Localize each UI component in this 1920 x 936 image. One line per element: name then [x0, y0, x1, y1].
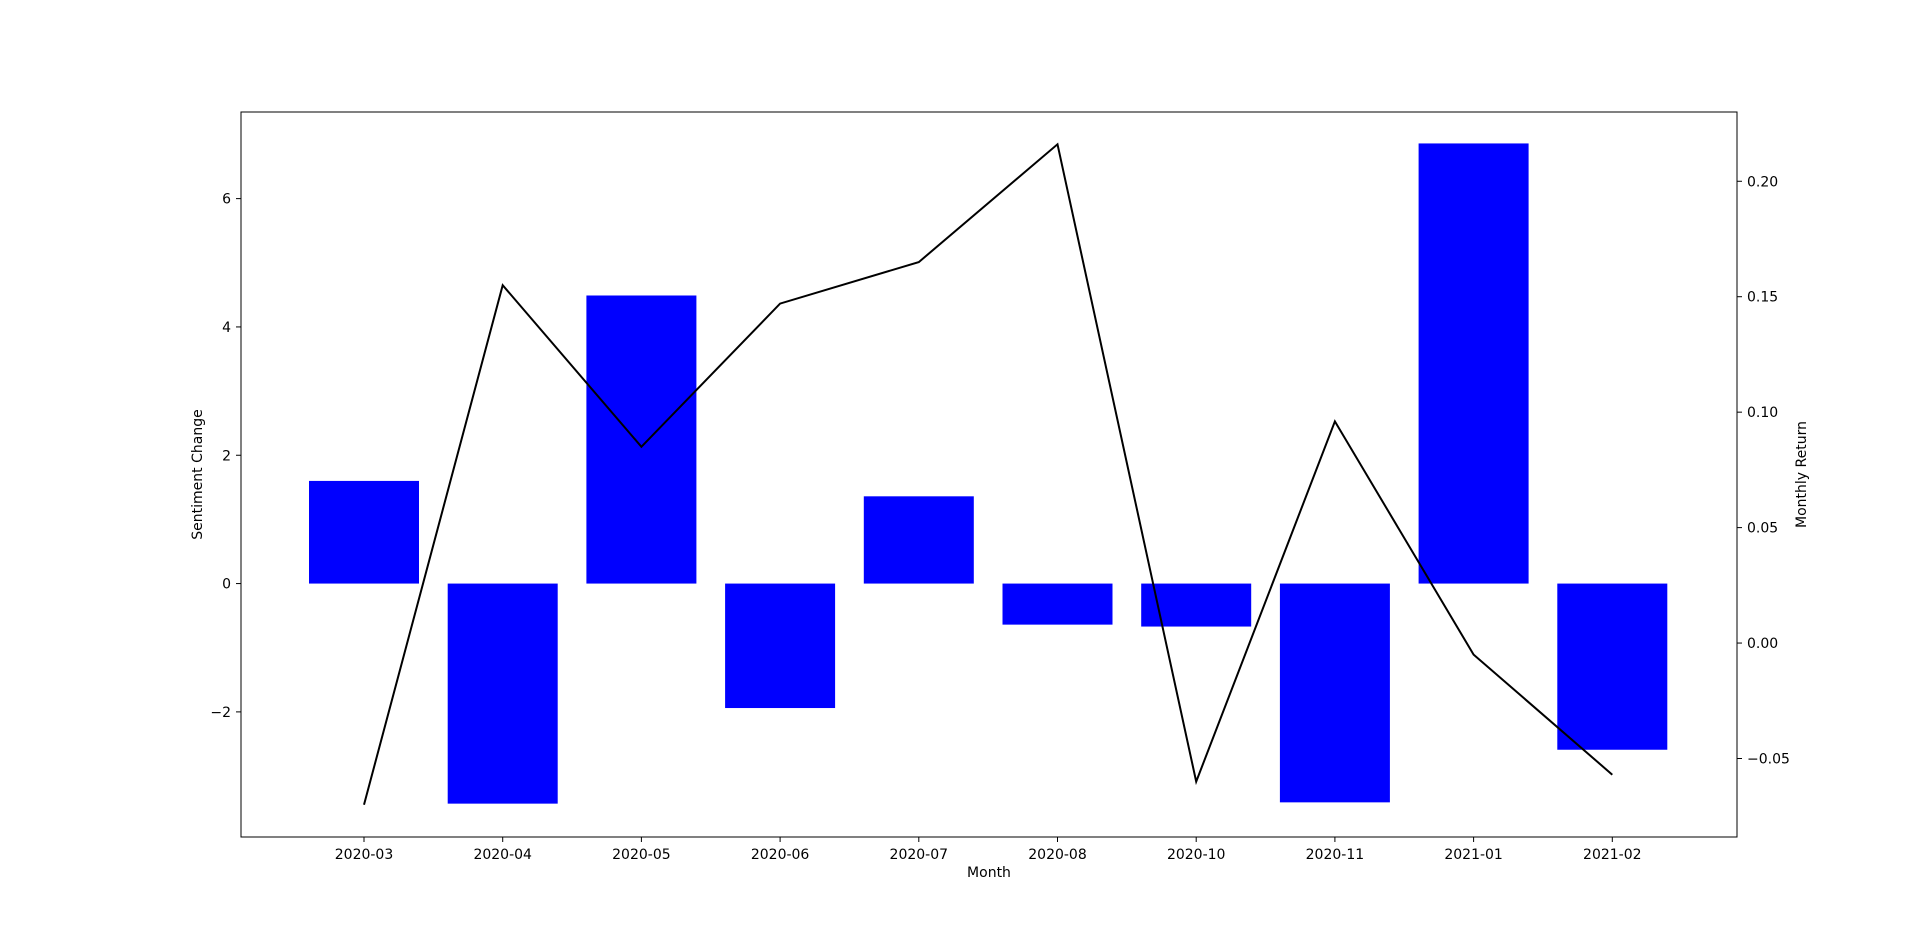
left-y-tick-label: −2	[210, 705, 231, 721]
bar-series	[309, 143, 1668, 804]
x-axis-label: Month	[967, 865, 1011, 881]
bar-2020-03	[309, 480, 419, 584]
monthly-return-line	[363, 142, 1613, 805]
left-y-tick-label: 0	[222, 577, 231, 593]
bar-2020-07	[863, 496, 974, 584]
bar-2020-08	[1002, 583, 1113, 625]
x-tick-label: 2021-01	[1444, 847, 1503, 863]
x-tick-label: 2020-06	[751, 847, 810, 863]
x-axis-ticks: 2020-03 2020-04 2020-05 2020-06 2020-07 2020-…	[335, 837, 1642, 863]
right-y-tick-label: 0.15	[1747, 290, 1778, 306]
bar-2020-06	[725, 583, 836, 709]
x-tick-label: 2020-11	[1306, 847, 1365, 863]
bar-2020-04	[447, 583, 558, 804]
right-y-tick-label: 0.00	[1747, 636, 1778, 652]
right-y-tick-label: 0.10	[1747, 405, 1778, 421]
bar-2020-11	[1279, 583, 1390, 803]
right-y-tick-label: 0.05	[1747, 521, 1778, 537]
x-tick-label: 2021-02	[1583, 847, 1642, 863]
right-y-tick-label: −0.05	[1747, 751, 1790, 767]
left-y-tick-label: 2	[222, 448, 231, 464]
line-series	[363, 142, 1613, 805]
bar-2020-05	[586, 295, 697, 584]
left-y-axis-ticks: −2 0 2 4 6	[210, 192, 241, 721]
right-y-axis-label: Monthly Return	[1794, 421, 1810, 528]
bar-2020-10	[1141, 583, 1252, 627]
left-y-tick-label: 6	[222, 192, 231, 208]
x-tick-label: 2020-08	[1028, 847, 1087, 863]
x-tick-label: 2020-10	[1167, 847, 1226, 863]
right-y-tick-label: 0.20	[1747, 174, 1778, 190]
x-tick-label: 2020-07	[890, 847, 949, 863]
x-tick-label: 2020-03	[335, 847, 394, 863]
x-tick-label: 2020-04	[473, 847, 532, 863]
bar-2021-02	[1557, 583, 1668, 750]
left-y-tick-label: 4	[222, 320, 231, 336]
right-y-axis-ticks: −0.05 0.00 0.05 0.10 0.15 0.20	[1737, 174, 1790, 767]
x-tick-label: 2020-05	[612, 847, 671, 863]
plot-frame	[240, 111, 1738, 838]
bar-2021-01	[1418, 143, 1529, 584]
left-y-axis-label: Sentiment Change	[190, 409, 206, 539]
